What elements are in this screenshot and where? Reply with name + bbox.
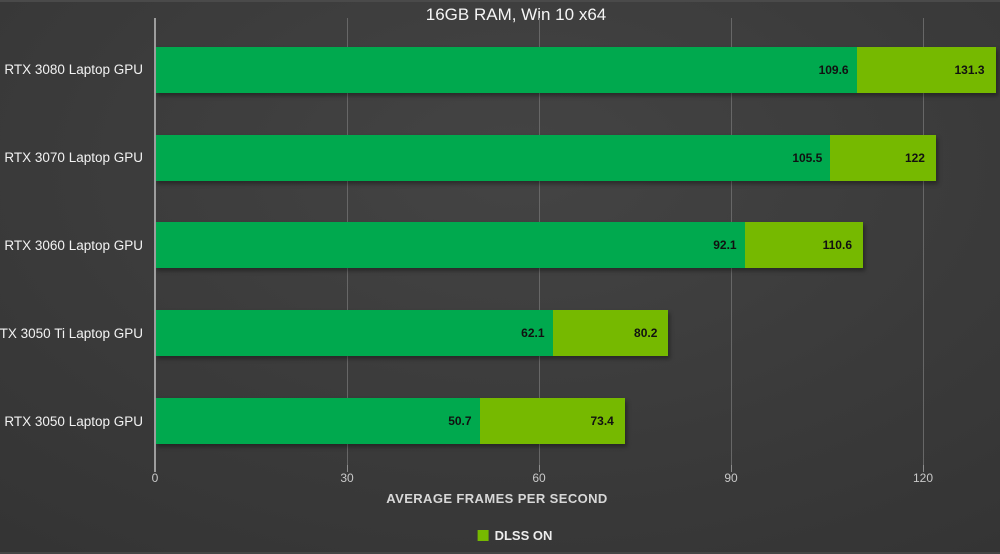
bar-segment-dlss-on-fps: 122 <box>830 134 936 181</box>
category-label: RTX 3060 Laptop GPU <box>4 237 143 253</box>
y-axis-line <box>154 18 156 472</box>
category-label: RTX 3050 Laptop GPU <box>4 413 143 429</box>
gpu-bar: 105.5 122 <box>155 134 936 181</box>
x-tick <box>731 465 732 472</box>
bar-row: 62.1 80.2 <box>155 289 1000 377</box>
x-tick-label: 120 <box>912 471 934 485</box>
chart-title: 16GB RAM, Win 10 x64 <box>425 5 607 24</box>
x-tick-label: 30 <box>340 471 354 485</box>
x-tick-label: 0 <box>151 471 159 485</box>
x-tick-label: 60 <box>532 471 546 485</box>
bar-segment-dlss-on-fps: 110.6 <box>744 222 863 269</box>
bar-segment-base-fps: 62.1 <box>155 310 553 357</box>
legend-label: DLSS ON <box>494 528 553 543</box>
gpu-bar: 50.7 73.4 <box>155 398 625 445</box>
bar-row: 109.6 131.3 <box>155 26 1000 114</box>
bar-segment-dlss-on-fps: 131.3 <box>856 46 996 93</box>
gridline <box>923 18 924 465</box>
x-axis-tick-labels: 0 30 60 90 120 <box>151 471 1000 487</box>
bar-segment-base-fps: 92.1 <box>155 222 745 269</box>
bar-row: 92.1 110.6 <box>155 202 1000 290</box>
legend-swatch-dlss-on-icon <box>477 530 489 541</box>
category-axis-labels: RTX 3080 Laptop GPU RTX 3070 Laptop GPU RT… <box>0 26 143 465</box>
gpu-bar: 62.1 80.2 <box>155 310 669 357</box>
category-label: RTX 3070 Laptop GPU <box>4 150 143 166</box>
legend: DLSS ON <box>477 528 553 543</box>
x-tick-label: 90 <box>724 471 738 485</box>
gpu-bar: 92.1 110.6 <box>155 222 863 269</box>
bar-segment-dlss-on-fps: 80.2 <box>552 310 669 357</box>
bar-row: 50.7 73.4 <box>155 377 1000 465</box>
x-tick <box>923 465 924 472</box>
x-tick <box>347 465 348 472</box>
bar-segment-base-fps: 105.5 <box>155 134 831 181</box>
gpu-bar: 109.6 131.3 <box>155 46 996 93</box>
bar-series-container: 109.6 131.3 105.5 122 92.1 110.6 62.1 80.2 50.7 7… <box>155 26 1000 465</box>
category-label: RTX 3080 Laptop GPU <box>4 62 143 78</box>
category-label: RTX 3050 Ti Laptop GPU <box>0 325 143 341</box>
bar-segment-base-fps: 109.6 <box>155 46 857 93</box>
bar-segment-base-fps: 50.7 <box>155 398 480 445</box>
bar-row: 105.5 122 <box>155 114 1000 202</box>
x-tick <box>539 465 540 472</box>
bar-segment-dlss-on-fps: 73.4 <box>479 398 625 445</box>
x-axis-title: AVERAGE FRAMES PER SECOND <box>386 491 608 506</box>
